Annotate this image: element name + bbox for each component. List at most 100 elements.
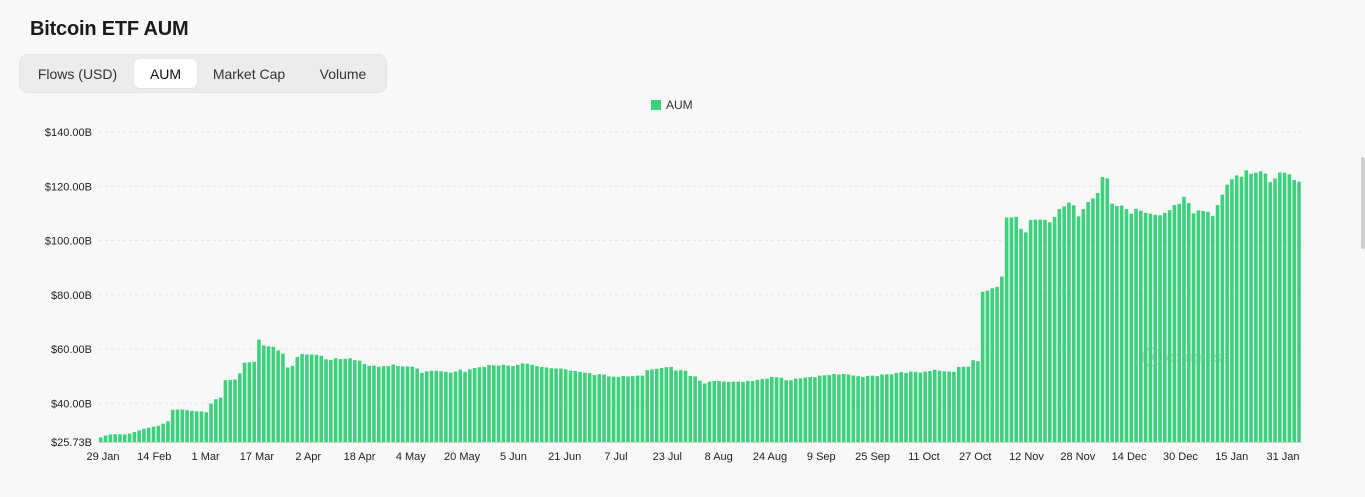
aum-bar[interactable] [1009, 217, 1014, 442]
aum-bar[interactable] [722, 381, 726, 442]
aum-bar[interactable] [640, 375, 645, 442]
aum-bar[interactable] [511, 366, 515, 442]
aum-bar[interactable] [870, 375, 875, 442]
aum-bar[interactable] [865, 375, 870, 442]
aum-bar[interactable] [760, 378, 764, 442]
aum-bar[interactable] [329, 359, 333, 442]
aum-bar[interactable] [885, 374, 889, 442]
aum-bar[interactable] [607, 376, 611, 442]
aum-bar[interactable] [1278, 172, 1282, 443]
aum-bar[interactable] [913, 371, 918, 442]
aum-bar[interactable] [559, 368, 563, 442]
aum-bar[interactable] [1206, 211, 1210, 442]
aum-bar[interactable] [132, 432, 137, 442]
aum-bar[interactable] [146, 427, 151, 442]
aum-bar[interactable] [966, 366, 971, 442]
aum-bar[interactable] [1052, 216, 1057, 442]
aum-bar[interactable] [544, 367, 549, 442]
aum-bar[interactable] [185, 410, 189, 442]
aum-bar[interactable] [1095, 193, 1100, 442]
aum-bar[interactable] [170, 409, 175, 442]
aum-bar[interactable] [501, 364, 506, 442]
aum-bar[interactable] [376, 366, 381, 442]
aum-bar[interactable] [1124, 209, 1129, 442]
aum-bar[interactable] [343, 358, 348, 442]
aum-bar[interactable] [1258, 171, 1263, 442]
aum-bar[interactable] [971, 360, 975, 442]
aum-bar[interactable] [285, 367, 290, 442]
aum-bar[interactable] [99, 437, 103, 442]
aum-bar[interactable] [1158, 215, 1162, 442]
aum-bar[interactable] [1215, 204, 1220, 442]
aum-bar[interactable] [487, 365, 491, 442]
aum-bar[interactable] [1153, 214, 1158, 442]
aum-bar[interactable] [1225, 184, 1229, 442]
aum-bar[interactable] [578, 371, 582, 442]
aum-bar[interactable] [151, 426, 156, 442]
aum-bar[interactable] [1024, 232, 1028, 442]
aum-bar[interactable] [789, 380, 793, 442]
aum-bar[interactable] [995, 286, 999, 442]
aum-bar[interactable] [750, 381, 755, 442]
aum-bar[interactable] [1057, 209, 1062, 442]
aum-bar[interactable] [1201, 210, 1205, 442]
aum-bar[interactable] [1239, 176, 1244, 442]
aum-bar[interactable] [348, 358, 352, 442]
aum-bar[interactable] [837, 374, 841, 442]
aum-bar[interactable] [386, 366, 391, 442]
aum-bar[interactable] [894, 372, 899, 442]
aum-bar[interactable] [1273, 178, 1277, 442]
aum-bar[interactable] [161, 423, 165, 442]
aum-bar[interactable] [587, 373, 592, 442]
tab-flows-usd[interactable]: Flows (USD) [37, 65, 118, 82]
aum-bar[interactable] [674, 370, 678, 442]
chart-legend[interactable]: AUM [651, 98, 693, 112]
aum-bar[interactable] [1292, 180, 1296, 442]
aum-bar[interactable] [362, 363, 367, 442]
aum-bar[interactable] [367, 365, 371, 442]
aum-bar[interactable] [525, 363, 530, 442]
aum-bar[interactable] [175, 409, 180, 442]
aum-bar[interactable] [693, 376, 697, 442]
aum-bar[interactable] [506, 365, 510, 442]
aum-bar[interactable] [952, 371, 956, 442]
aum-bar[interactable] [535, 366, 539, 442]
aum-bar[interactable] [1119, 205, 1124, 442]
aum-bar[interactable] [357, 360, 362, 442]
aum-bar[interactable] [726, 381, 731, 442]
aum-bar[interactable] [271, 346, 276, 442]
aum-bar[interactable] [372, 365, 376, 442]
aum-bar[interactable] [918, 372, 923, 442]
aum-bar[interactable] [702, 383, 707, 442]
aum-bar[interactable] [1167, 210, 1172, 442]
aum-bar[interactable] [103, 435, 108, 442]
aum-bar[interactable] [166, 421, 170, 442]
scrollbar[interactable] [1361, 157, 1365, 249]
aum-bar[interactable] [118, 434, 122, 442]
aum-bar[interactable] [1019, 228, 1023, 442]
aum-bar[interactable] [1091, 198, 1095, 442]
aum-bar[interactable] [1100, 177, 1105, 442]
aum-bar[interactable] [621, 375, 626, 442]
aum-bar[interactable] [1105, 178, 1110, 442]
aum-bar[interactable] [515, 364, 520, 442]
aum-bar[interactable] [755, 379, 760, 442]
aum-bar[interactable] [448, 372, 453, 442]
aum-bar[interactable] [1268, 182, 1273, 442]
tab-volume[interactable]: Volume [319, 65, 367, 82]
aum-bar[interactable] [1220, 194, 1225, 442]
aum-bar[interactable] [530, 364, 534, 442]
aum-bar[interactable] [1043, 219, 1047, 442]
aum-bar[interactable] [520, 363, 525, 442]
aum-bar[interactable] [947, 371, 951, 442]
aum-bar[interactable] [736, 381, 741, 442]
aum-bar[interactable] [180, 409, 185, 442]
aum-bar[interactable] [1210, 216, 1215, 442]
aum-bar[interactable] [333, 358, 338, 442]
aum-bar[interactable] [204, 412, 209, 442]
aum-bar[interactable] [1139, 210, 1143, 442]
aum-bar[interactable] [770, 376, 774, 442]
aum-bar[interactable] [1028, 219, 1033, 442]
aum-bar[interactable] [908, 371, 913, 442]
aum-bar[interactable] [650, 369, 654, 442]
